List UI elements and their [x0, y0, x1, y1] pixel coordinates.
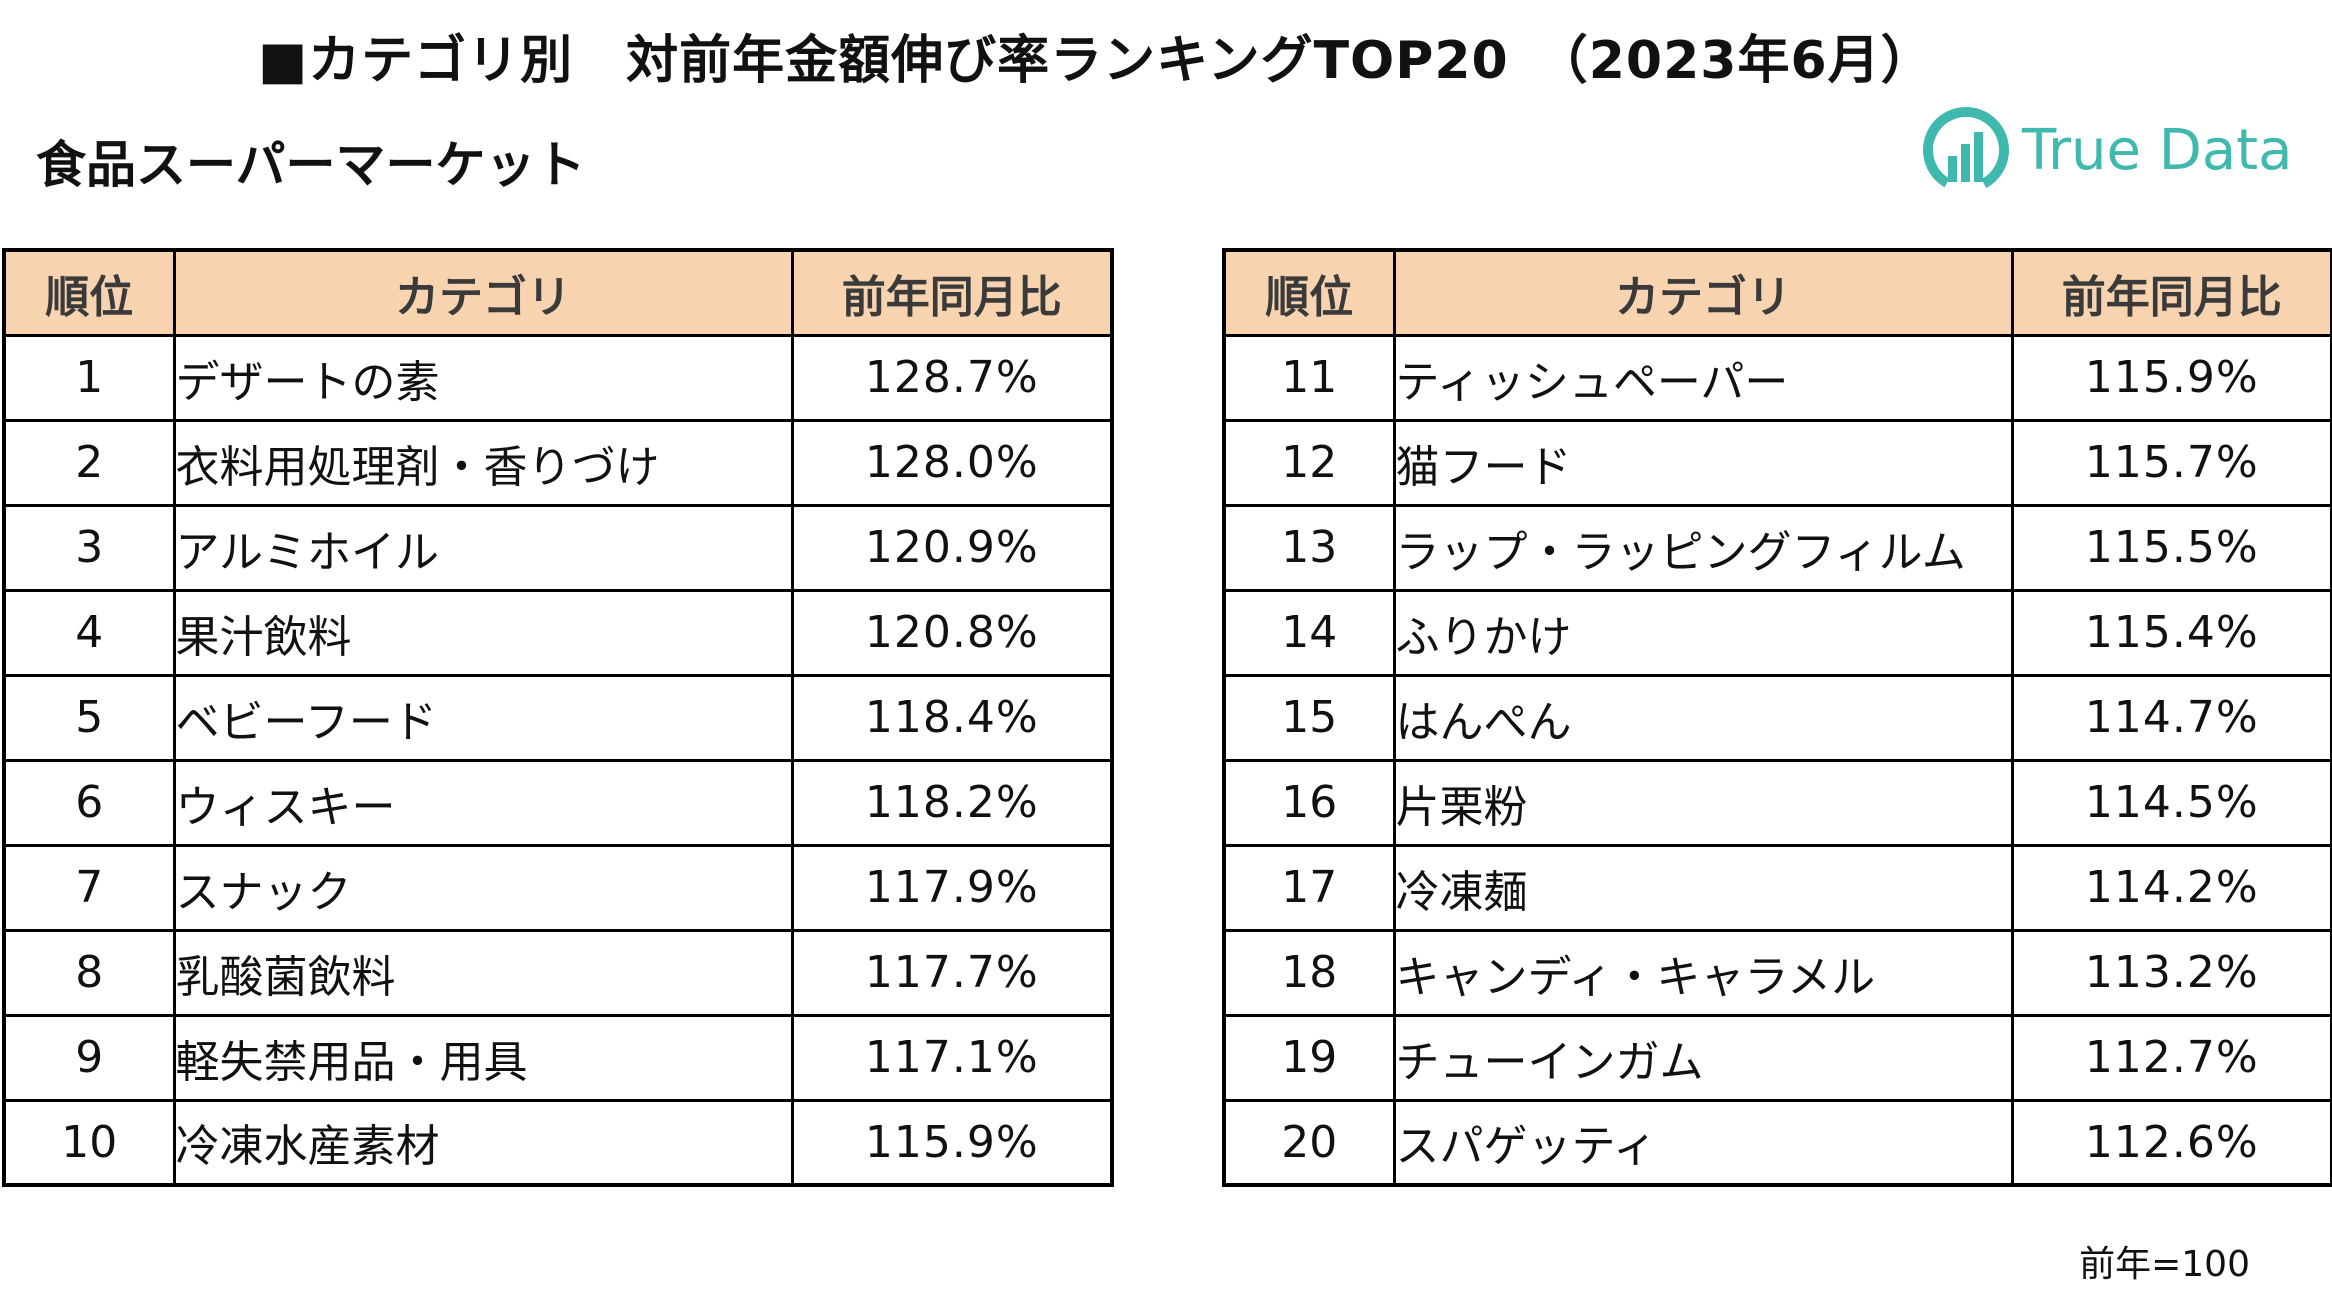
table-row: 1 デザートの素 128.7% [2, 333, 1114, 422]
rate-cell: 114.2% [2010, 843, 2332, 932]
rate-cell: 112.6% [2010, 1098, 2332, 1187]
table-row: 6 ウィスキー 118.2% [2, 758, 1114, 847]
rank-cell: 5 [2, 673, 176, 762]
column-header-rate: 前年同月比 [2010, 248, 2332, 337]
column-header-category: カテゴリ [172, 248, 794, 337]
column-header-rank: 順位 [2, 248, 176, 337]
rank-cell: 13 [1222, 503, 1396, 592]
rank-cell: 20 [1222, 1098, 1396, 1187]
rate-cell: 128.7% [790, 333, 1114, 422]
category-cell: ウィスキー [172, 758, 794, 847]
right-table-body: 11 ティッシュペーパー 115.9% 12 猫フード 115.7% 13 ラップ・ラッピング… [1222, 333, 2332, 1187]
rate-cell: 118.2% [790, 758, 1114, 847]
category-cell: スナック [172, 843, 794, 932]
rate-cell: 115.9% [790, 1098, 1114, 1187]
table-row: 5 ベビーフード 118.4% [2, 673, 1114, 762]
rank-cell: 9 [2, 1013, 176, 1102]
table-row: 20 スパゲッティ 112.6% [1222, 1098, 2332, 1187]
category-cell: 冷凍水産素材 [172, 1098, 794, 1187]
rank-cell: 4 [2, 588, 176, 677]
baseline-note: 前年=100 [2079, 1244, 2250, 1285]
rate-cell: 120.8% [790, 588, 1114, 677]
rank-cell: 10 [2, 1098, 176, 1187]
rate-cell: 117.1% [790, 1013, 1114, 1102]
table-row: 9 軽失禁用品・用具 117.1% [2, 1013, 1114, 1102]
category-cell: ベビーフード [172, 673, 794, 762]
rank-cell: 19 [1222, 1013, 1396, 1102]
category-cell: スパゲッティ [1392, 1098, 2014, 1187]
category-cell: 乳酸菌飲料 [172, 928, 794, 1017]
category-cell: アルミホイル [172, 503, 794, 592]
rate-cell: 117.9% [790, 843, 1114, 932]
rate-cell: 128.0% [790, 418, 1114, 507]
rank-cell: 7 [2, 843, 176, 932]
table-row: 4 果汁飲料 120.8% [2, 588, 1114, 677]
rank-cell: 12 [1222, 418, 1396, 507]
rank-cell: 3 [2, 503, 176, 592]
rate-cell: 112.7% [2010, 1013, 2332, 1102]
rank-cell: 11 [1222, 333, 1396, 422]
left-table-body: 1 デザートの素 128.7% 2 衣料用処理剤・香りづけ 128.0% 3 アルミホイル 12… [2, 333, 1114, 1187]
table-row: 8 乳酸菌飲料 117.7% [2, 928, 1114, 1017]
category-cell: ふりかけ [1392, 588, 2014, 677]
table-row: 19 チューインガム 112.7% [1222, 1013, 2332, 1102]
ranking-table-left: 順位 カテゴリ 前年同月比 1 デザートの素 128.7% 2 衣料用処理剤・香りづけ 1… [2, 248, 1114, 1187]
column-header-category: カテゴリ [1392, 248, 2014, 337]
ranking-table-right: 順位 カテゴリ 前年同月比 11 ティッシュペーパー 115.9% 12 猫フード 115… [1222, 248, 2332, 1187]
table-row: 11 ティッシュペーパー 115.9% [1222, 333, 2332, 422]
category-cell: 猫フード [1392, 418, 2014, 507]
rank-cell: 15 [1222, 673, 1396, 762]
table-row: 18 キャンディ・キャラメル 113.2% [1222, 928, 2332, 1017]
rank-cell: 2 [2, 418, 176, 507]
rate-cell: 115.5% [2010, 503, 2332, 592]
rate-cell: 115.4% [2010, 588, 2332, 677]
category-cell: 軽失禁用品・用具 [172, 1013, 794, 1102]
rate-cell: 114.7% [2010, 673, 2332, 762]
rank-cell: 17 [1222, 843, 1396, 932]
table-row: 2 衣料用処理剤・香りづけ 128.0% [2, 418, 1114, 507]
rank-cell: 18 [1222, 928, 1396, 1017]
category-cell: はんぺん [1392, 673, 2014, 762]
category-cell: チューインガム [1392, 1013, 2014, 1102]
table-row: 10 冷凍水産素材 115.9% [2, 1098, 1114, 1187]
category-cell: 冷凍麺 [1392, 843, 2014, 932]
truedata-logo-icon [1923, 107, 2009, 193]
column-header-rank: 順位 [1222, 248, 1396, 337]
rate-cell: 113.2% [2010, 928, 2332, 1017]
category-cell: キャンディ・キャラメル [1392, 928, 2014, 1017]
rate-cell: 114.5% [2010, 758, 2332, 847]
rate-cell: 120.9% [790, 503, 1114, 592]
category-cell: 衣料用処理剤・香りづけ [172, 418, 794, 507]
table-row: 12 猫フード 115.7% [1222, 418, 2332, 507]
rank-cell: 16 [1222, 758, 1396, 847]
rank-cell: 1 [2, 333, 176, 422]
table-row: 13 ラップ・ラッピングフィルム 115.5% [1222, 503, 2332, 592]
logo-text: True Data [2022, 117, 2293, 183]
category-cell: ティッシュペーパー [1392, 333, 2014, 422]
page-title: ■カテゴリ別 対前年金額伸び率ランキングTOP20 （2023年6月） [258, 31, 1934, 91]
category-cell: ラップ・ラッピングフィルム [1392, 503, 2014, 592]
rate-cell: 115.7% [2010, 418, 2332, 507]
table-row: 17 冷凍麺 114.2% [1222, 843, 2332, 932]
table-header-row: 順位 カテゴリ 前年同月比 [1222, 248, 2332, 337]
category-cell: 片栗粉 [1392, 758, 2014, 847]
table-row: 7 スナック 117.9% [2, 843, 1114, 932]
page-subtitle: 食品スーパーマーケット [36, 136, 586, 194]
rank-cell: 8 [2, 928, 176, 1017]
table-row: 16 片栗粉 114.5% [1222, 758, 2332, 847]
rate-cell: 115.9% [2010, 333, 2332, 422]
rank-cell: 14 [1222, 588, 1396, 677]
truedata-logo: True Data [1920, 105, 2292, 195]
table-header-row: 順位 カテゴリ 前年同月比 [2, 248, 1114, 337]
rate-cell: 117.7% [790, 928, 1114, 1017]
table-row: 3 アルミホイル 120.9% [2, 503, 1114, 592]
column-header-rate: 前年同月比 [790, 248, 1114, 337]
table-row: 15 はんぺん 114.7% [1222, 673, 2332, 762]
category-cell: 果汁飲料 [172, 588, 794, 677]
rank-cell: 6 [2, 758, 176, 847]
category-cell: デザートの素 [172, 333, 794, 422]
table-row: 14 ふりかけ 115.4% [1222, 588, 2332, 677]
rate-cell: 118.4% [790, 673, 1114, 762]
